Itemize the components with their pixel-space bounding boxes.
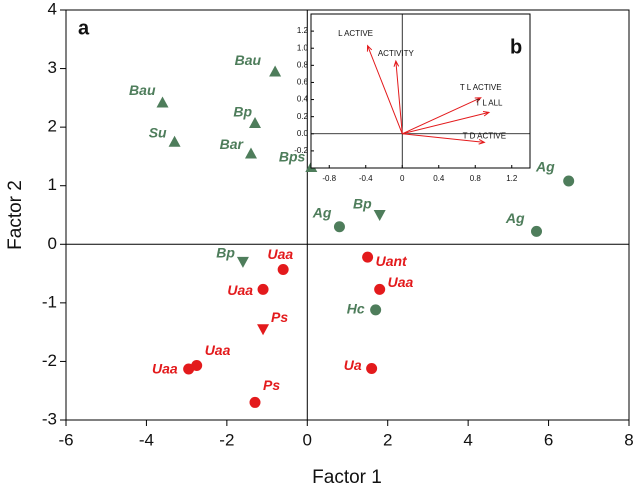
point-label: Bar — [220, 136, 245, 152]
x-tick-label: 4 — [463, 430, 472, 449]
y-tick-label: 1 — [48, 175, 57, 194]
y-tick-label: 0.8 — [297, 60, 309, 69]
point-label: Bps — [279, 149, 306, 165]
point-label: Bau — [129, 82, 156, 98]
y-tick-label: -2 — [42, 351, 57, 370]
loading-label: T L ALL — [475, 98, 503, 107]
loading-label: T L ACTIVE — [460, 83, 502, 92]
y-tick-label: -0.2 — [294, 146, 308, 155]
point-label: Bau — [235, 52, 262, 68]
point — [269, 65, 282, 77]
x-tick-label: -6 — [58, 430, 73, 449]
point — [370, 304, 382, 316]
y-tick-label: 0.0 — [297, 129, 309, 138]
point-label: Bp — [233, 104, 252, 120]
point-label: Uaa — [267, 246, 293, 262]
x-tick-label: -4 — [139, 430, 154, 449]
point-label: Uant — [376, 253, 408, 269]
y-tick-label: 0.2 — [297, 112, 309, 121]
y-tick-label: 2 — [48, 117, 57, 136]
loading-label: ACTIVITY — [378, 49, 415, 58]
panel-label: a — [78, 17, 90, 39]
point-label: Ua — [344, 357, 362, 373]
y-tick-label: 1.2 — [297, 26, 309, 35]
point-label: Uaa — [205, 342, 231, 358]
point-label: Bp — [216, 245, 235, 261]
point — [257, 324, 270, 336]
x-tick-label: 0.8 — [470, 174, 482, 183]
point — [277, 263, 289, 275]
y-tick-label: 4 — [48, 0, 57, 18]
loading-arrow — [393, 59, 403, 134]
y-axis-title: Factor 2 — [5, 180, 26, 250]
y-tick-label: 1.0 — [297, 43, 309, 52]
point-label: Ps — [263, 377, 280, 393]
y-tick-label: 3 — [48, 58, 57, 77]
x-tick-label: 0 — [400, 174, 405, 183]
point — [333, 221, 345, 233]
x-tick-label: 0.4 — [433, 174, 445, 183]
x-tick-label: 1.2 — [506, 174, 518, 183]
x-tick-label: -2 — [219, 430, 234, 449]
point-label: Uaa — [152, 361, 178, 377]
point — [236, 256, 249, 268]
loading-arrow — [402, 133, 486, 145]
point-label: Hc — [347, 301, 365, 317]
loading-arrow — [402, 97, 482, 135]
point — [244, 147, 257, 159]
x-tick-label: 0 — [303, 430, 312, 449]
point-label: Ps — [271, 309, 288, 325]
point — [183, 363, 195, 375]
point — [168, 135, 181, 147]
plot-frame — [65, 9, 630, 421]
y-tick-label: 0.6 — [297, 78, 309, 87]
point — [257, 283, 269, 295]
point — [249, 117, 262, 129]
panel-label: b — [510, 36, 522, 58]
point — [362, 251, 374, 263]
point-label: Bp — [353, 196, 372, 212]
point-label: Ag — [505, 210, 525, 226]
point — [373, 210, 386, 221]
point-label: Ag — [312, 204, 332, 220]
point — [366, 362, 378, 374]
loading-arrow — [402, 110, 491, 135]
x-tick-label: 8 — [624, 430, 633, 449]
x-tick-label: 2 — [383, 430, 392, 449]
point — [249, 396, 261, 408]
point-label: Ag — [535, 159, 555, 175]
point-label: Uaa — [227, 282, 253, 298]
loading-label: L ACTIVE — [338, 29, 373, 38]
y-tick-label: -3 — [42, 409, 57, 428]
x-tick-label: 6 — [544, 430, 553, 449]
x-tick-label: -0.8 — [322, 174, 336, 183]
point — [531, 225, 543, 237]
x-axis-title: Factor 1 — [312, 467, 382, 488]
point — [156, 96, 169, 108]
point — [563, 175, 575, 187]
loading-label: T D ACTIVE — [463, 131, 506, 140]
y-tick-label: -1 — [42, 292, 57, 311]
y-tick-label: 0.4 — [297, 95, 309, 104]
x-tick-label: -0.4 — [359, 174, 373, 183]
y-tick-label: 0 — [48, 234, 57, 253]
point-label: Su — [149, 124, 167, 140]
loading-arrow — [366, 44, 403, 134]
inset-frame — [310, 13, 531, 169]
point-label: Uaa — [388, 274, 414, 290]
point — [374, 283, 386, 295]
